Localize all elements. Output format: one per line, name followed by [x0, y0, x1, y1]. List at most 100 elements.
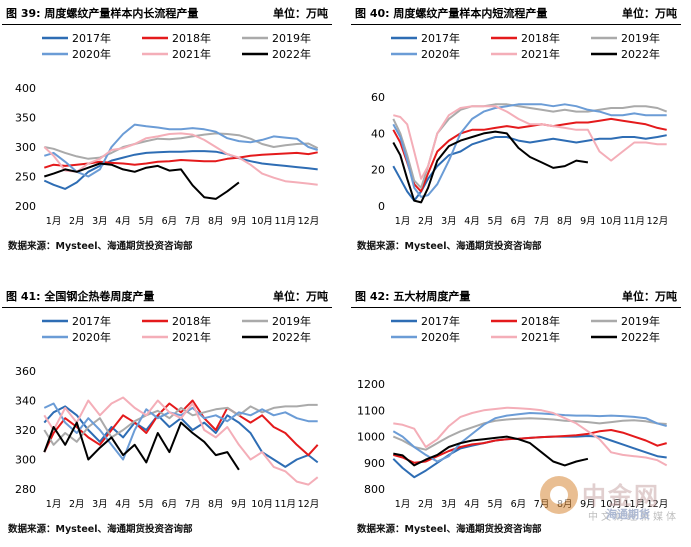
- x-tick-label: 11月: [274, 499, 296, 510]
- chart-unit: 单位：万吨: [273, 7, 328, 20]
- series-line: [393, 406, 668, 467]
- series-line: [43, 421, 240, 471]
- x-tick-label: 2月: [418, 499, 434, 510]
- x-tick-label: 3月: [441, 499, 457, 510]
- line-chart-41: 2017年 2018年 2019年 2020年 2021年 2022年 280 300 320 3…: [15, 314, 320, 510]
- chart-source: 数据来源：Mysteel、海通期货投资咨询部: [8, 524, 193, 535]
- y-tick-label: 800: [364, 483, 385, 496]
- y-tick-label: 0: [378, 200, 385, 213]
- legend-label: 2018年: [172, 31, 211, 45]
- x-tick-label: 12月: [647, 499, 669, 510]
- legend-label: 2021年: [521, 47, 560, 61]
- chart-source: 数据来源：Mysteel、海通期货投资咨询部: [357, 524, 542, 535]
- x-tick-label: 5月: [487, 216, 503, 227]
- legend-label: 2019年: [272, 31, 311, 45]
- y-tick-label: 60: [371, 91, 385, 104]
- chart-header: 图 40: 周度螺纹产量样本内短流程产量 单位：万吨: [351, 2, 681, 25]
- y-tick-label: 40: [371, 127, 385, 140]
- series-line: [392, 412, 667, 463]
- x-tick-label: 9月: [231, 216, 247, 227]
- chart-panel-41: 图 41: 全国钢企热卷周度产量 单位：万吨 2017年 2018年 2019年 20…: [2, 283, 332, 545]
- watermark-title: 中金网: [582, 482, 660, 510]
- legend-label: 2021年: [172, 330, 211, 344]
- x-tick-label: 3月: [92, 216, 108, 227]
- x-tick-label: 10月: [251, 499, 273, 510]
- series-line: [393, 105, 667, 180]
- legend-label: 2022年: [272, 47, 311, 61]
- y-tick-label: 1000: [357, 431, 385, 444]
- y-tick-label: 20: [371, 164, 385, 177]
- series-line: [392, 117, 667, 193]
- x-tick-label: 8月: [208, 499, 224, 510]
- legend-label: 2018年: [521, 314, 560, 328]
- legend-label: 2022年: [621, 330, 660, 344]
- chart-header: 图 42: 五大材周度产量 单位：万吨: [351, 285, 681, 308]
- x-tick-label: 6月: [162, 216, 178, 227]
- series-line: [44, 162, 240, 200]
- y-tick-label: 280: [15, 483, 36, 496]
- series-line: [43, 402, 318, 461]
- watermark: 中金网 中文财经新媒体 海通期货: [532, 470, 682, 540]
- x-tick-label: 9月: [580, 499, 596, 510]
- y-tick-label: 900: [364, 457, 385, 470]
- line-chart-40: 2017年 2018年 2019年 2020年 2021年 2022年 0 20 40 60 1月 2…: [371, 31, 669, 227]
- legend-label: 2020年: [421, 330, 460, 344]
- series-line: [392, 103, 668, 189]
- x-tick-label: 12月: [647, 216, 669, 227]
- x-tick-label: 7月: [185, 216, 201, 227]
- y-tick-label: 400: [15, 82, 36, 95]
- chart-title: 图 40: 周度螺纹产量样本内短流程产量: [355, 7, 548, 20]
- legend-label: 2020年: [421, 47, 460, 61]
- series-line: [43, 150, 318, 190]
- x-tick-label: 2月: [69, 216, 85, 227]
- legend-label: 2018年: [172, 314, 211, 328]
- x-tick-label: 4月: [464, 216, 480, 227]
- watermark-overlay: 海通期货: [606, 508, 650, 521]
- y-tick-label: 1200: [357, 378, 385, 391]
- x-tick-label: 12月: [298, 216, 320, 227]
- series-line: [43, 132, 318, 186]
- chart-unit: 单位：万吨: [273, 290, 328, 303]
- legend-label: 2021年: [172, 47, 211, 61]
- chart-title: 图 42: 五大材周度产量: [355, 290, 471, 303]
- chart-source: 数据来源：Mysteel、海通期货投资咨询部: [357, 241, 542, 252]
- chart-unit: 单位：万吨: [622, 7, 677, 20]
- legend-label: 2019年: [272, 314, 311, 328]
- x-tick-label: 10月: [600, 499, 622, 510]
- chart-panel-42: 图 42: 五大材周度产量 单位：万吨 2017年 2018年 2019年 2020年…: [351, 283, 681, 545]
- x-tick-label: 8月: [557, 216, 573, 227]
- chart-header: 图 41: 全国钢企热卷周度产量 单位：万吨: [2, 285, 332, 308]
- line-chart-42: 2017年 2018年 2019年 2020年 2021年 2022年 800 900 1000…: [357, 314, 669, 510]
- series-line: [43, 396, 319, 486]
- series-line: [44, 123, 319, 178]
- x-tick-label: 3月: [92, 499, 108, 510]
- series-line: [392, 130, 589, 204]
- legend-label: 2017年: [72, 314, 111, 328]
- chart-source: 数据来源：Mysteel、海通期货投资咨询部: [8, 241, 193, 252]
- watermark-logo-center: [550, 486, 568, 504]
- legend-label: 2020年: [72, 47, 111, 61]
- series-line: [393, 429, 667, 464]
- series-line: [43, 403, 318, 446]
- x-tick-label: 3月: [441, 216, 457, 227]
- chart-unit: 单位：万吨: [622, 290, 677, 303]
- x-tick-label: 1月: [395, 499, 411, 510]
- x-tick-label: 5月: [487, 499, 503, 510]
- x-tick-label: 1月: [46, 216, 62, 227]
- x-tick-label: 2月: [418, 216, 434, 227]
- chart-title: 图 39: 周度螺纹产量样本内长流程产量: [6, 7, 199, 20]
- x-tick-label: 4月: [464, 499, 480, 510]
- y-tick-label: 320: [15, 424, 36, 437]
- series-line: [43, 399, 319, 457]
- series-line: [44, 132, 319, 160]
- legend-label: 2018年: [521, 31, 560, 45]
- x-tick-label: 5月: [138, 216, 154, 227]
- chart-header: 图 39: 周度螺纹产量样本内长流程产量 单位：万吨: [2, 2, 332, 25]
- x-tick-label: 1月: [46, 499, 62, 510]
- x-tick-label: 12月: [298, 499, 320, 510]
- x-tick-label: 8月: [208, 216, 224, 227]
- x-tick-label: 2月: [69, 499, 85, 510]
- y-tick-label: 200: [15, 200, 36, 213]
- legend-label: 2019年: [621, 31, 660, 45]
- legend-label: 2020年: [72, 330, 111, 344]
